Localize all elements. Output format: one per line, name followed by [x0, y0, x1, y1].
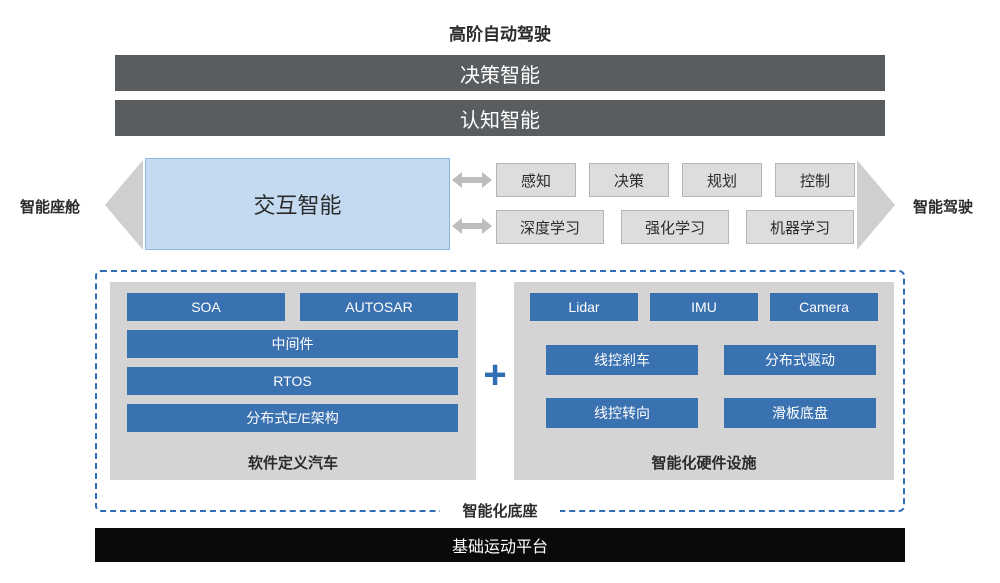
bl-middleware: 中间件	[127, 330, 458, 358]
mid-r2-2: 机器学习	[746, 210, 854, 244]
arrow-right-big	[857, 160, 895, 250]
bottom-bar: 基础运动平台	[95, 528, 905, 562]
bar-decision: 决策智能	[115, 55, 885, 91]
br-r1-2: Camera	[770, 293, 878, 321]
mid-r2-1: 强化学习	[621, 210, 729, 244]
bl-label: 软件定义汽车	[110, 452, 476, 473]
bl-r1-0: SOA	[127, 293, 285, 321]
mid-r1-1: 决策	[589, 163, 669, 197]
interaction-block: 交互智能	[145, 158, 450, 250]
title-top: 高阶自动驾驶	[0, 20, 1000, 45]
br-r2-1: 分布式驱动	[724, 345, 876, 375]
bl-r1-1: AUTOSAR	[300, 293, 458, 321]
bi-arrow-2-l	[452, 218, 462, 234]
br-r2-0: 线控刹车	[546, 345, 698, 375]
br-r3-0: 线控转向	[546, 398, 698, 428]
bi-arrow-1-l	[452, 172, 462, 188]
plus-icon: +	[476, 350, 514, 400]
br-r1-1: IMU	[650, 293, 758, 321]
mid-r1-3: 控制	[775, 163, 855, 197]
bi-arrow-2-r	[482, 218, 492, 234]
side-label-right: 智能驾驶	[913, 196, 973, 217]
mid-r1-0: 感知	[496, 163, 576, 197]
arrow-left-big	[105, 160, 143, 250]
br-r1-0: Lidar	[530, 293, 638, 321]
mid-r2-0: 深度学习	[496, 210, 604, 244]
br-label: 智能化硬件设施	[514, 452, 894, 473]
bl-ee: 分布式E/E架构	[127, 404, 458, 432]
bottom-label: 智能化底座	[440, 500, 560, 521]
mid-r1-2: 规划	[682, 163, 762, 197]
br-r3-1: 滑板底盘	[724, 398, 876, 428]
bar-cognition: 认知智能	[115, 100, 885, 136]
bi-arrow-1-r	[482, 172, 492, 188]
bl-rtos: RTOS	[127, 367, 458, 395]
side-label-left: 智能座舱	[20, 196, 80, 217]
